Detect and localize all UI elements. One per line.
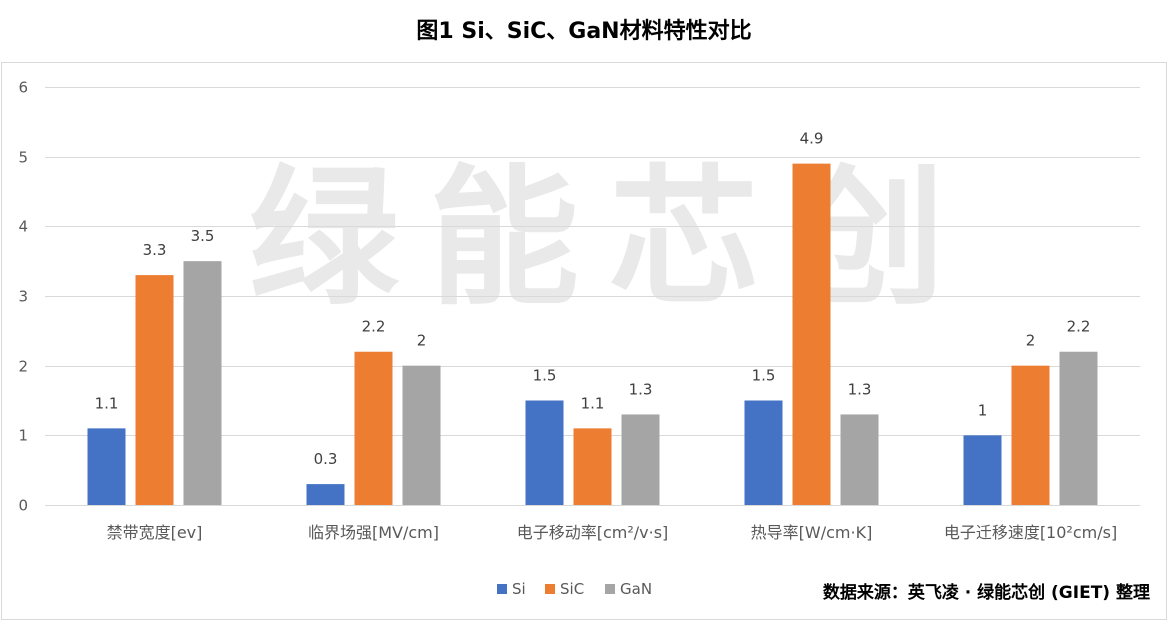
x-category-label: 临界场强[MV/cm] <box>308 523 439 542</box>
x-category-label: 禁带宽度[ev] <box>107 523 203 542</box>
data-label: 3.3 <box>143 241 167 259</box>
data-label: 2 <box>1026 332 1036 350</box>
bar-sic-1 <box>354 351 393 505</box>
data-labels: 1.1 3.3 3.5 0.3 2.2 2 1.5 1.1 1.3 1.5 4.9 1.3 1 2 2.2 <box>95 130 1091 468</box>
plot-border <box>1 62 1167 620</box>
y-tick-label: 2 <box>18 358 28 376</box>
bar-si-2 <box>525 400 564 505</box>
legend-label: GaN <box>620 580 652 598</box>
bar-si-1 <box>306 484 345 505</box>
legend-swatch-gan <box>605 584 615 594</box>
y-tick-label: 4 <box>18 218 28 236</box>
bar-si-0 <box>87 428 126 505</box>
bar-gan-0 <box>183 261 222 505</box>
data-label: 0.3 <box>314 450 338 468</box>
bar-sic-2 <box>573 428 612 505</box>
legend-label: Si <box>512 580 526 598</box>
source-note: 数据来源：英飞凌 · 绿能芯创 (GIET) 整理 <box>823 582 1150 603</box>
y-axis-ticks: 0 1 2 3 4 5 6 <box>18 79 28 515</box>
x-category-label: 热导率[W/cm·K] <box>751 523 873 542</box>
gridlines <box>45 87 1140 506</box>
y-tick-label: 1 <box>18 427 28 445</box>
legend-label: SiC <box>560 580 584 598</box>
data-label: 1 <box>978 401 988 419</box>
y-tick-label: 3 <box>18 288 28 306</box>
watermark-char: 能 <box>429 152 579 326</box>
bar-sic-4 <box>1011 365 1050 505</box>
data-label: 1.1 <box>95 394 119 412</box>
bar-si-4 <box>963 435 1002 505</box>
data-label: 1.1 <box>581 394 605 412</box>
bar-sic-0 <box>135 275 174 505</box>
data-label: 4.9 <box>800 130 824 148</box>
bar-gan-4 <box>1059 351 1098 505</box>
x-axis-categories: 禁带宽度[ev] 临界场强[MV/cm] 电子移动率[cm²/v·s] 热导率[W/c… <box>107 523 1118 542</box>
data-label: 2.2 <box>362 318 386 336</box>
bar-si-3 <box>744 400 783 505</box>
data-label: 1.5 <box>752 367 776 385</box>
legend-swatch-si <box>497 584 507 594</box>
data-label: 1.5 <box>533 367 557 385</box>
bars <box>87 163 1098 505</box>
x-category-label: 电子迁移速度[10²cm/s] <box>944 523 1117 542</box>
data-label: 1.3 <box>629 380 653 398</box>
legend: Si SiC GaN <box>497 580 652 598</box>
y-tick-label: 6 <box>18 79 28 97</box>
bar-gan-3 <box>840 414 879 505</box>
watermark-char: 绿 <box>249 152 400 326</box>
data-label: 2 <box>417 332 427 350</box>
y-tick-label: 0 <box>18 497 28 515</box>
data-label: 3.5 <box>191 227 215 245</box>
data-label: 2.2 <box>1067 318 1091 336</box>
bar-sic-3 <box>792 163 831 505</box>
watermark-char: 芯 <box>609 152 759 326</box>
data-label: 1.3 <box>848 380 872 398</box>
chart-title: 图1 Si、SiC、GaN材料特性对比 <box>416 18 751 44</box>
watermark: 绿能芯创 <box>249 152 945 326</box>
x-category-label: 电子移动率[cm²/v·s] <box>517 523 669 542</box>
bar-gan-2 <box>621 414 660 505</box>
y-tick-label: 5 <box>18 149 28 167</box>
legend-swatch-sic <box>545 584 555 594</box>
bar-gan-1 <box>402 365 441 505</box>
